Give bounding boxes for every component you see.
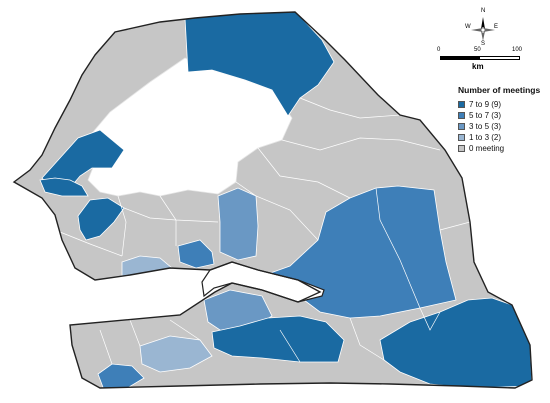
compass-s: S bbox=[481, 41, 486, 47]
legend-label: 3 to 5 (3) bbox=[469, 122, 502, 131]
legend-item: 1 to 3 (2) bbox=[458, 132, 540, 143]
legend-label: 0 meeting bbox=[469, 144, 505, 153]
legend-label: 5 to 7 (3) bbox=[469, 111, 502, 120]
scale-tick-100: 100 bbox=[512, 47, 523, 53]
legend-item: 3 to 5 (3) bbox=[458, 121, 540, 132]
legend-swatch bbox=[458, 101, 465, 108]
region-kaolack-5to7 bbox=[177, 239, 215, 269]
legend-title: Number of meetings bbox=[458, 85, 541, 95]
scale-bar: 0 50 100 km bbox=[432, 46, 524, 76]
legend-item: 0 meeting bbox=[458, 143, 540, 154]
scale-graphic bbox=[440, 56, 520, 60]
compass-e: E bbox=[494, 24, 499, 30]
legend-label: 1 to 3 (2) bbox=[469, 133, 502, 142]
scale-unit: km bbox=[472, 62, 484, 71]
region-kolda-1to3 bbox=[139, 335, 213, 373]
north-arrow: N S E W bbox=[465, 8, 499, 47]
country-outline bbox=[12, 11, 533, 389]
compass-rose-icon bbox=[471, 17, 495, 41]
legend-item: 7 to 9 (9) bbox=[458, 99, 540, 110]
legend: Number of meetings 7 to 9 (9) 5 to 7 (3) 3… bbox=[458, 85, 540, 154]
compass-w: W bbox=[465, 24, 471, 30]
scale-tick-0: 0 bbox=[437, 47, 441, 53]
region-thies-7to9 bbox=[39, 177, 89, 197]
scale-tick-50: 50 bbox=[474, 47, 481, 53]
district-borders bbox=[59, 97, 471, 365]
legend-label: 7 to 9 (9) bbox=[469, 100, 502, 109]
region-tamba-south-7to9 bbox=[211, 315, 345, 363]
legend-swatch bbox=[458, 134, 465, 141]
region-center-3to5 bbox=[217, 187, 259, 261]
compass-n: N bbox=[481, 8, 486, 14]
region-mbour-7to9 bbox=[77, 197, 125, 241]
legend-swatch bbox=[458, 123, 465, 130]
legend-swatch bbox=[458, 145, 465, 152]
legend-swatch bbox=[458, 112, 465, 119]
legend-item: 5 to 7 (3) bbox=[458, 110, 540, 121]
